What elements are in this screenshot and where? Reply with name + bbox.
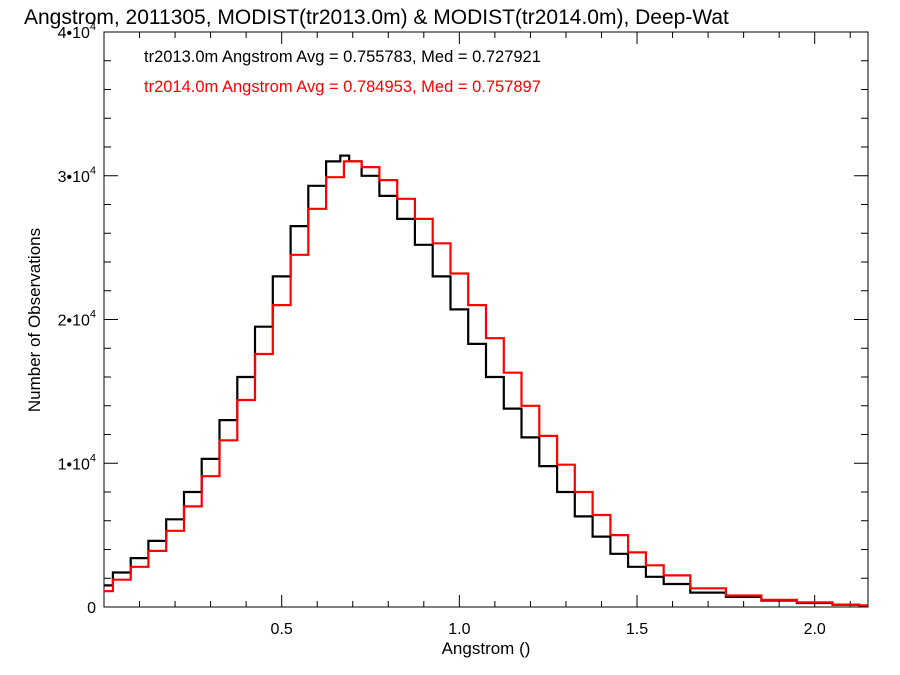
chart-title: Angstrom, 2011305, MODIST(tr2013.0m) & M…	[24, 6, 729, 29]
x-tick-label: 2.0	[804, 621, 826, 638]
series-line-tr2013.0m	[104, 154, 868, 607]
x-axis-label: Angstrom ()	[442, 639, 531, 658]
y-tick-label: 3•104	[58, 165, 96, 186]
y-tick-label: 0	[87, 600, 96, 617]
series-layer	[104, 154, 868, 607]
y-tick-label: 1•104	[58, 452, 96, 473]
series-line-tr2014.0m	[104, 160, 868, 607]
plot-axes: 0.5 1.0 1.5 2.0 0 1•104 2•104 3•104 4•104	[58, 21, 869, 638]
x-tick-label: 1.5	[626, 621, 648, 638]
y-axis-label: Number of Observations	[25, 228, 44, 412]
x-tick-label: 0.5	[271, 621, 293, 638]
y-tick-label: 2•104	[58, 309, 96, 330]
y-tick-label: 4•104	[58, 21, 96, 42]
legend-series-red: tr2014.0m Angstrom Avg = 0.784953, Med =…	[144, 78, 541, 96]
x-tick-label: 1.0	[448, 621, 470, 638]
legend-series-black: tr2013.0m Angstrom Avg = 0.755783, Med =…	[144, 48, 541, 66]
